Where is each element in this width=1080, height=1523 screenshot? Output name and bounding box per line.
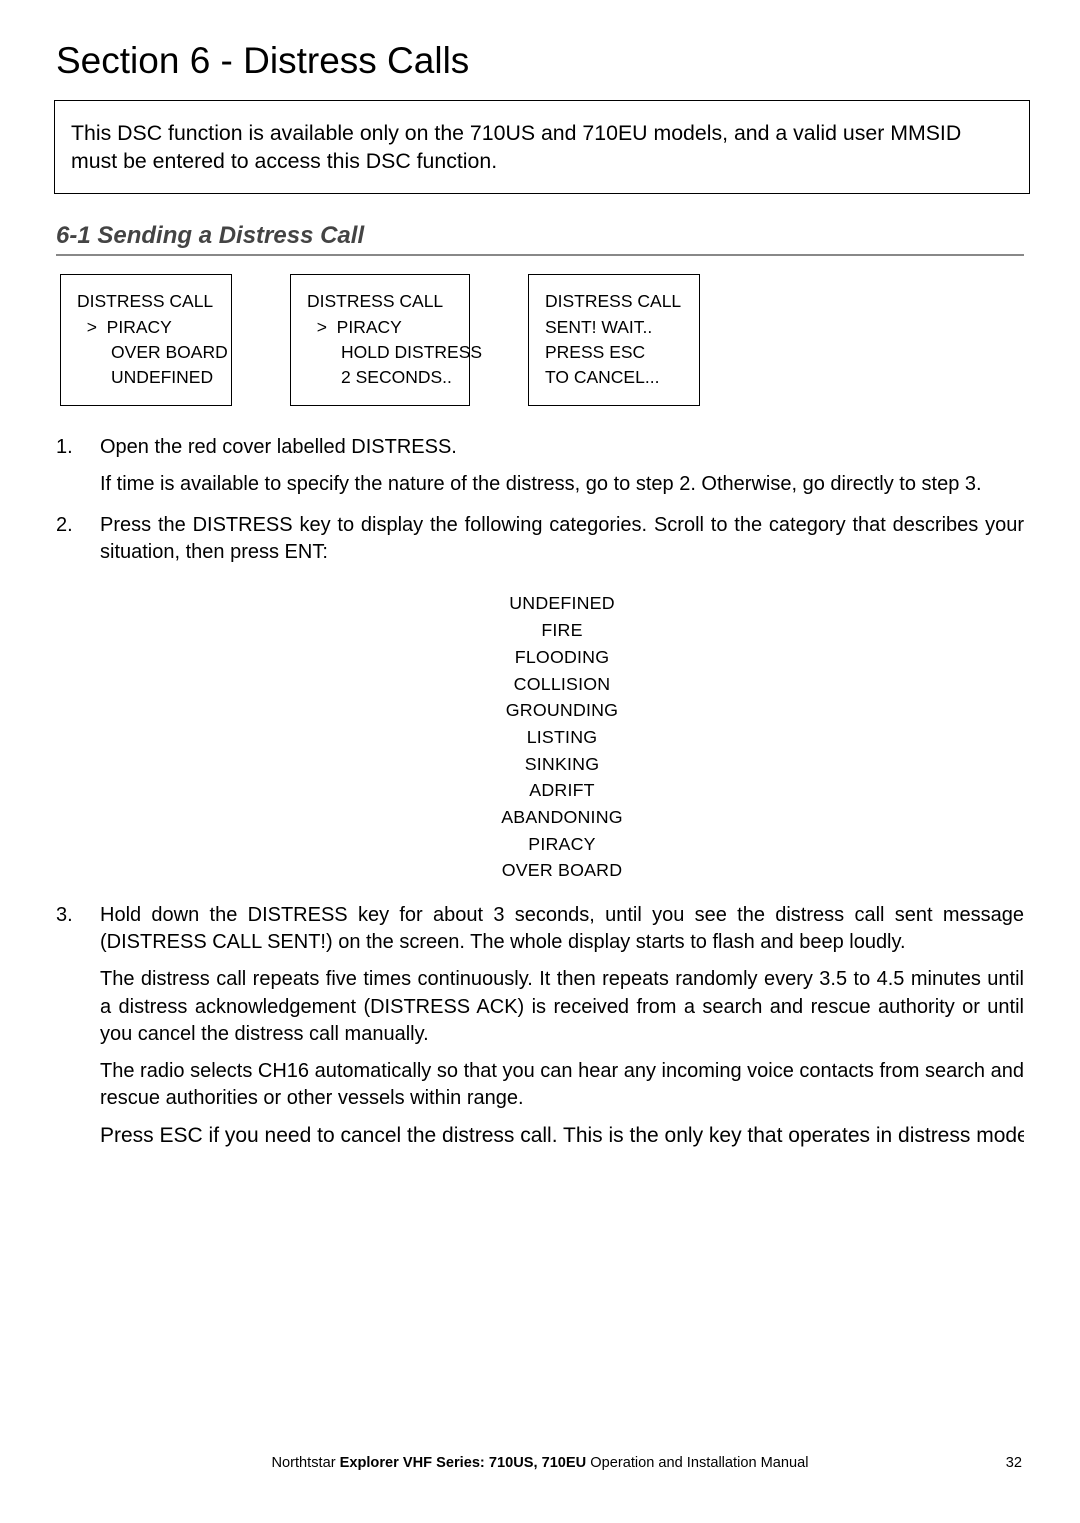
- step-1: Open the red cover labelled DISTRESS. If…: [56, 434, 1024, 498]
- category-item: OVER BOARD: [100, 857, 1024, 884]
- lcd-line: DISTRESS CALL: [307, 291, 443, 311]
- category-item: ADRIFT: [100, 777, 1024, 804]
- lcd-line: UNDEFINED: [77, 367, 213, 387]
- category-item: GROUNDING: [100, 697, 1024, 724]
- esc-instruction: Press ESC if you need to cancel the dist…: [100, 1122, 1024, 1151]
- step-3: Hold down the DISTRESS key for about 3 s…: [56, 902, 1024, 1151]
- step-text: Press the DISTRESS key to display the fo…: [100, 514, 1024, 563]
- page-number: 32: [1006, 1455, 1022, 1471]
- step-text: The distress call repeats five times con…: [100, 966, 1024, 1048]
- step-text: Hold down the DISTRESS key for about 3 s…: [100, 904, 1024, 953]
- category-item: FIRE: [100, 617, 1024, 644]
- lcd-line: PRESS ESC: [545, 342, 645, 362]
- category-item: LISTING: [100, 724, 1024, 751]
- section-title: Section 6 - Distress Calls: [56, 40, 1024, 82]
- lcd-line: > PIRACY: [77, 317, 172, 337]
- lcd-screens-row: DISTRESS CALL > PIRACY OVER BOARD UNDEFI…: [60, 274, 1024, 406]
- footer-prefix: Northtstar: [271, 1455, 339, 1471]
- footer: Northtstar Explorer VHF Series: 710US, 7…: [0, 1455, 1080, 1471]
- footer-bold: Explorer VHF Series: 710US, 710EU: [340, 1455, 587, 1471]
- category-item: ABANDONING: [100, 804, 1024, 831]
- category-item: COLLISION: [100, 671, 1024, 698]
- lcd-line: > PIRACY: [307, 317, 402, 337]
- lcd-line: DISTRESS CALL: [77, 291, 213, 311]
- lcd-screen-3: DISTRESS CALL SENT! WAIT.. PRESS ESC TO …: [528, 274, 700, 406]
- lcd-line: TO CANCEL...: [545, 367, 659, 387]
- subsection-heading: 6-1 Sending a Distress Call: [56, 222, 1024, 256]
- lcd-line: HOLD DISTRESS: [307, 342, 482, 362]
- category-item: PIRACY: [100, 831, 1024, 858]
- lcd-screen-1: DISTRESS CALL > PIRACY OVER BOARD UNDEFI…: [60, 274, 232, 406]
- steps-list: Open the red cover labelled DISTRESS. If…: [56, 434, 1024, 1151]
- category-item: FLOODING: [100, 644, 1024, 671]
- lcd-line: OVER BOARD: [77, 342, 228, 362]
- lcd-line: SENT! WAIT..: [545, 317, 652, 337]
- step-2: Press the DISTRESS key to display the fo…: [56, 512, 1024, 884]
- note-box: This DSC function is available only on t…: [54, 100, 1030, 194]
- category-item: UNDEFINED: [100, 590, 1024, 617]
- step-text: If time is available to specify the natu…: [100, 471, 1024, 498]
- step-text: Open the red cover labelled DISTRESS.: [100, 436, 457, 458]
- lcd-line: DISTRESS CALL: [545, 291, 681, 311]
- lcd-line: 2 SECONDS..: [307, 367, 452, 387]
- lcd-screen-2: DISTRESS CALL > PIRACY HOLD DISTRESS 2 S…: [290, 274, 470, 406]
- category-item: SINKING: [100, 751, 1024, 778]
- step-text: The radio selects CH16 automatically so …: [100, 1058, 1024, 1112]
- distress-category-list: UNDEFINED FIRE FLOODING COLLISION GROUND…: [100, 590, 1024, 884]
- footer-suffix: Operation and Installation Manual: [586, 1455, 808, 1471]
